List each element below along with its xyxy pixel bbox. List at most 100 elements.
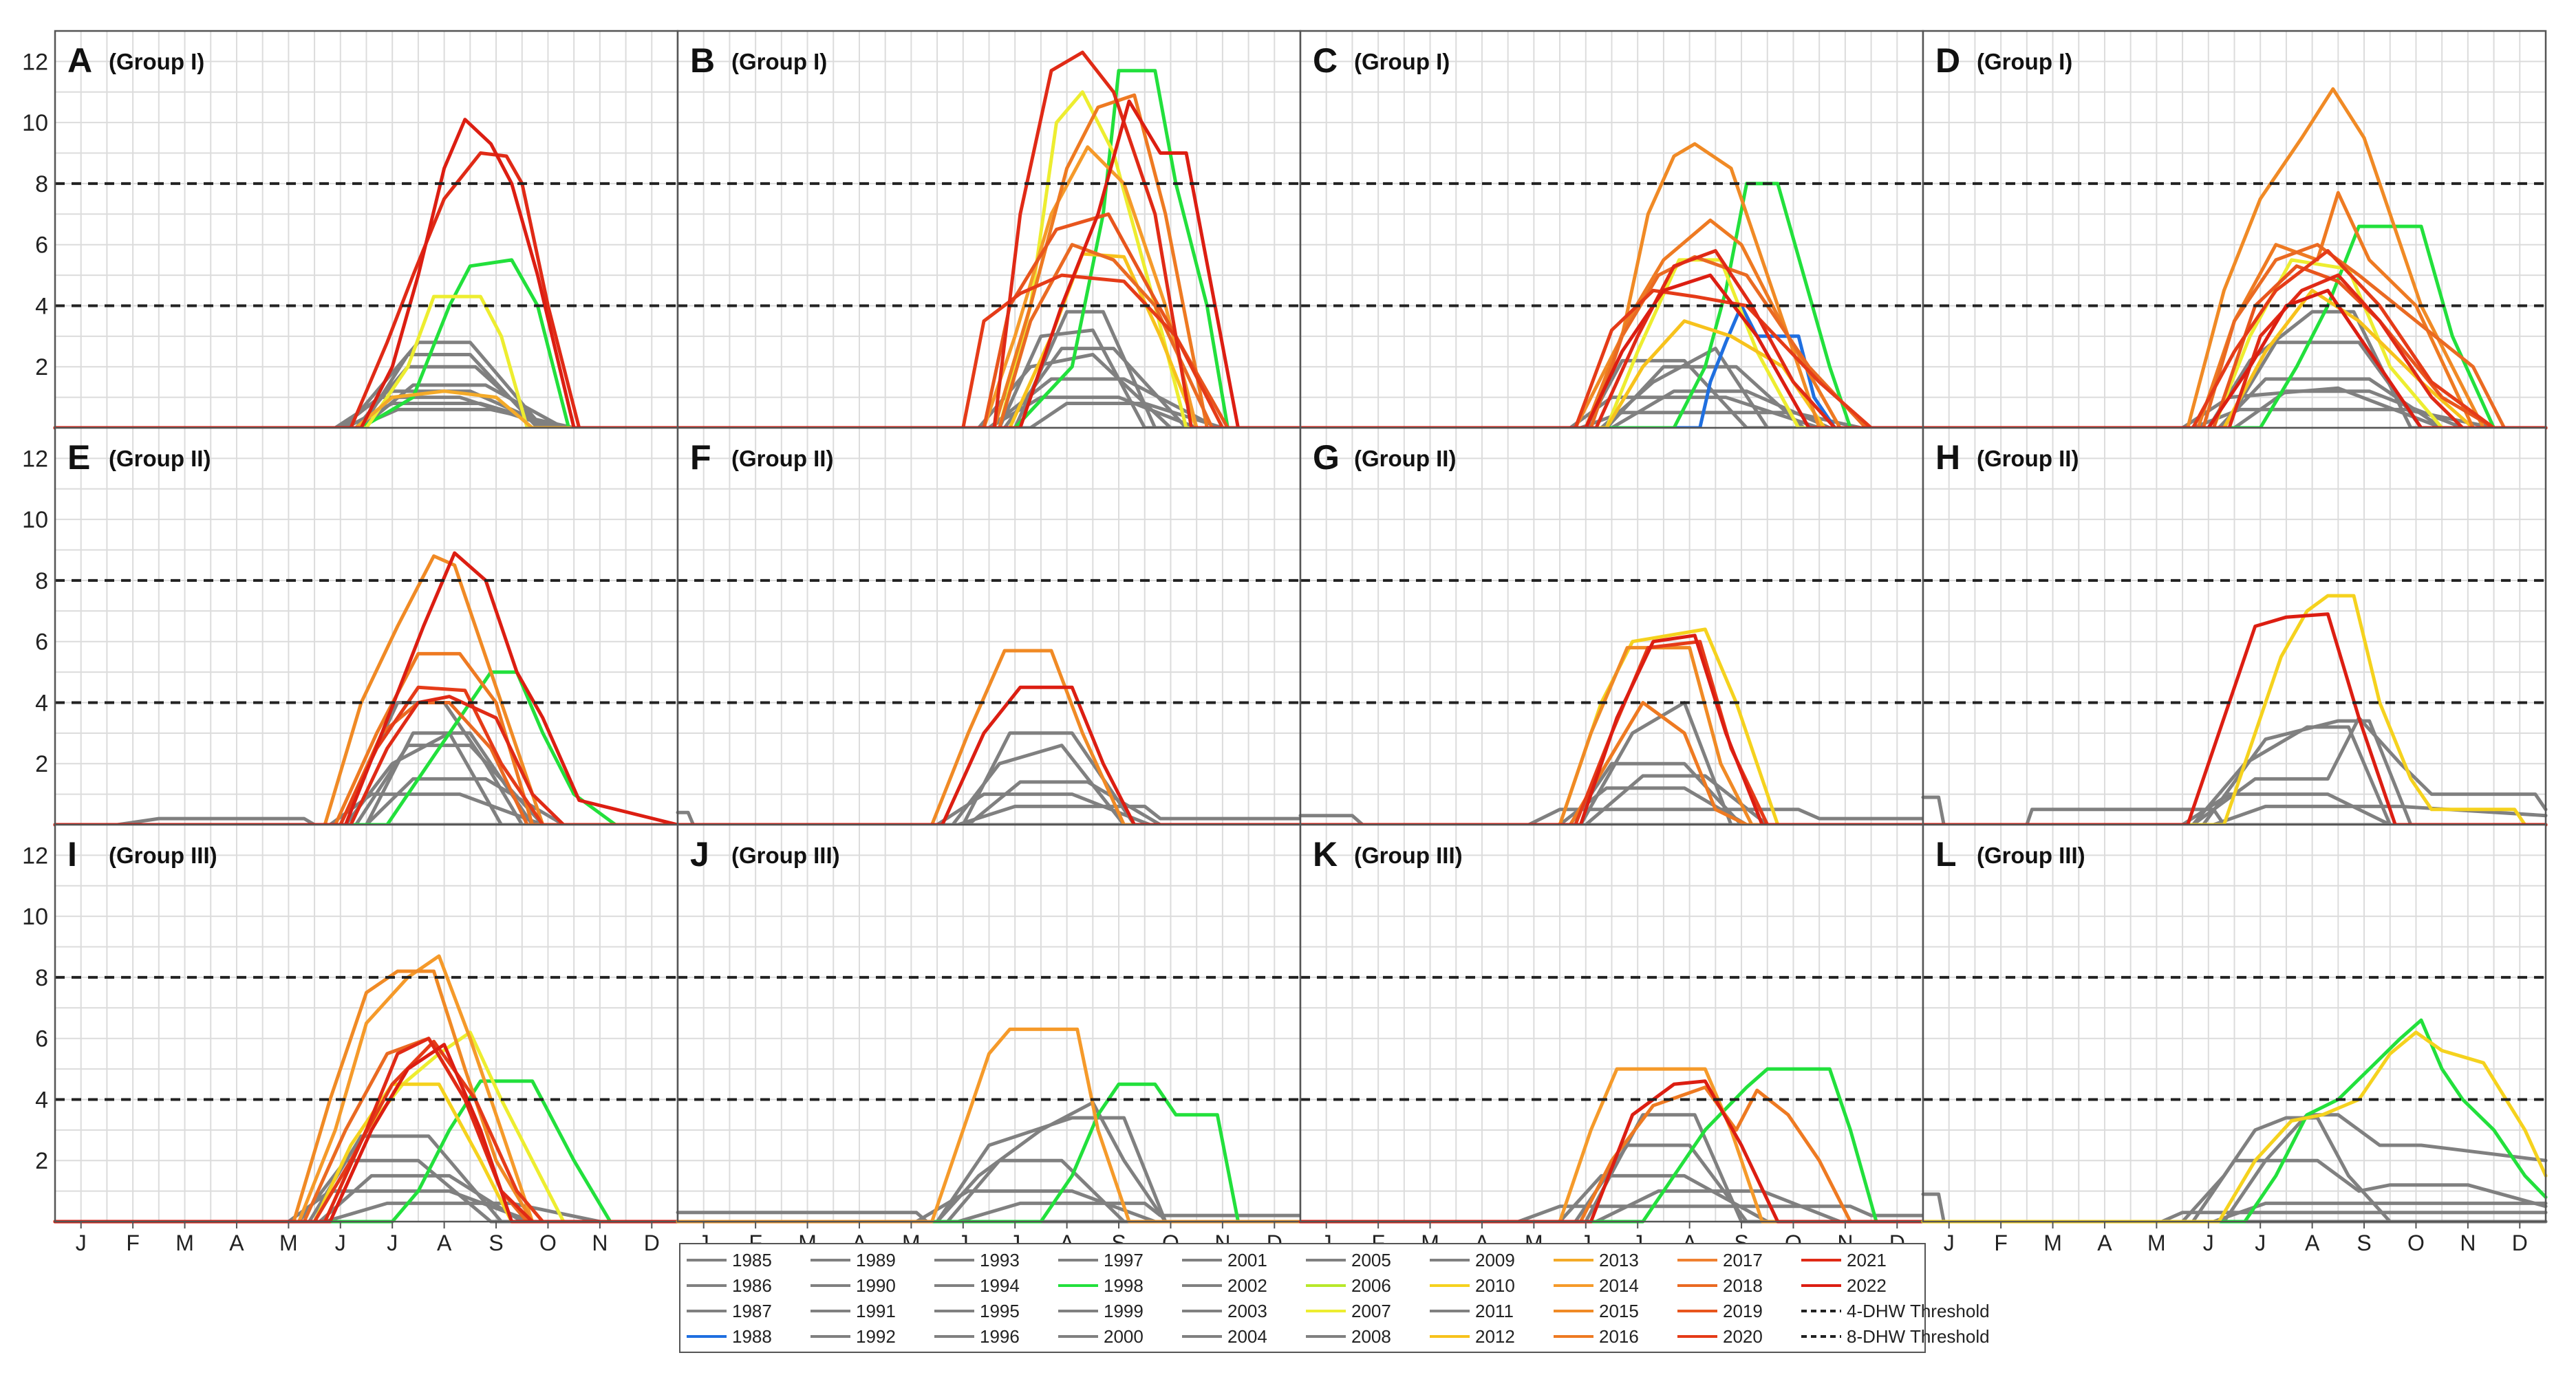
panel-letter: A <box>67 41 92 80</box>
series-line-2020 <box>1298 288 1925 430</box>
legend-label: 1987 <box>732 1301 772 1321</box>
legend-label: 2014 <box>1599 1275 1639 1296</box>
y-tick-label: 2 <box>35 354 48 380</box>
series-line-1999 <box>1921 1158 2548 1224</box>
panel-d: D (Group I) <box>1921 30 2548 430</box>
series-line-1998 <box>1921 1018 2548 1224</box>
series-line-1994 <box>1921 1116 2548 1224</box>
series-line-2020 <box>676 273 1302 430</box>
series-line-2022 <box>1298 273 1925 430</box>
series-line-2010 <box>1921 594 2548 827</box>
series-line-2018 <box>676 243 1302 430</box>
legend-label: 2004 <box>1227 1326 1267 1347</box>
legend: 1985 1986 1987 1988 1989 1990 1991 1992 1993 1994… <box>679 1243 1990 1353</box>
panel-f: F (Group II) <box>676 426 1302 827</box>
series-line-2022 <box>1298 1079 1925 1224</box>
y-tick-label: 4 <box>35 293 48 319</box>
panel-group-label: (Group III) <box>731 843 840 868</box>
legend-label: 2021 <box>1847 1250 1887 1270</box>
panel-letter: G <box>1313 438 1340 477</box>
legend-label: 1990 <box>856 1275 896 1296</box>
series-line-2020 <box>1921 249 2548 430</box>
y-tick-label: 10 <box>22 904 48 930</box>
panel-group-label: (Group II) <box>109 446 211 471</box>
y-tick-label: 4 <box>35 690 48 716</box>
y-tick-label: 12 <box>22 843 48 869</box>
series-line-1998 <box>676 1082 1302 1224</box>
panel-letter: D <box>1935 41 1960 80</box>
panel-group-label: (Group II) <box>1354 446 1456 471</box>
x-tick-label: M <box>175 1231 194 1255</box>
series-line-1998 <box>53 1079 680 1224</box>
series-line-2020 <box>53 685 680 827</box>
series-line-2012 <box>1921 288 2548 430</box>
y-tick-label: 6 <box>35 1026 48 1052</box>
legend-label: 1993 <box>980 1250 1020 1270</box>
legend-label: 2005 <box>1351 1250 1391 1270</box>
legend-label: 1988 <box>732 1326 772 1347</box>
legend-label: 2006 <box>1351 1275 1391 1296</box>
legend-label: 2012 <box>1475 1326 1515 1347</box>
x-tick-label: J <box>2203 1231 2214 1255</box>
series-line-2021 <box>53 695 680 827</box>
series-line-2021 <box>1921 273 2548 430</box>
series-line-2014 <box>676 145 1302 430</box>
legend-label: 1995 <box>980 1301 1020 1321</box>
series-line-2020 <box>1298 640 1925 827</box>
series-line-2015 <box>1921 87 2548 430</box>
panel-l: L (Group III) J F M A M J J A S O N D <box>1921 823 2548 1255</box>
panel-letter: K <box>1313 835 1338 874</box>
y-tick-label: 4 <box>35 1087 48 1113</box>
y-tick-label: 8 <box>35 568 48 594</box>
series-line-2016 <box>53 651 680 827</box>
series-line-2021 <box>676 50 1302 430</box>
series-line-2015 <box>1298 142 1925 430</box>
y-tick-label: 8 <box>35 171 48 197</box>
panel-letter: L <box>1935 835 1957 874</box>
series-line-2022 <box>53 1043 680 1224</box>
x-tick-label: O <box>539 1231 557 1255</box>
y-tick-label: 8 <box>35 965 48 991</box>
legend-label: 1994 <box>980 1275 1020 1296</box>
panel-group-label: (Group I) <box>109 49 204 74</box>
x-tick-label: A <box>2097 1231 2112 1255</box>
x-tick-label: N <box>2460 1231 2476 1255</box>
panel-group-label: (Group I) <box>1354 49 1450 74</box>
legend-label: 1996 <box>980 1326 1020 1347</box>
series-line-2022 <box>53 551 680 827</box>
series-line-2016 <box>1298 701 1925 827</box>
legend-label: 2000 <box>1104 1326 1144 1347</box>
series-line-2019 <box>1921 264 2548 430</box>
series-line-2019 <box>676 212 1302 430</box>
x-tick-label: S <box>2357 1231 2371 1255</box>
legend-label: 8-DHW Threshold <box>1847 1326 1990 1347</box>
panel-letter: B <box>690 41 715 80</box>
series-line-1998 <box>1921 224 2548 430</box>
x-tick-label: F <box>1994 1231 2008 1255</box>
series-line-2022 <box>676 99 1302 430</box>
series-line-2022 <box>1921 288 2548 430</box>
legend-label: 2007 <box>1351 1301 1391 1321</box>
series-line-2007 <box>53 294 680 430</box>
legend-label: 1986 <box>732 1275 772 1296</box>
legend-label: 1997 <box>1104 1250 1144 1270</box>
x-tick-label: N <box>592 1231 608 1255</box>
legend-label: 2001 <box>1227 1250 1267 1270</box>
panel-group-label: (Group I) <box>1977 49 2072 74</box>
x-tick-label: M <box>2147 1231 2166 1255</box>
y-tick-label: 10 <box>22 110 48 136</box>
series-line-2022 <box>1921 612 2548 827</box>
series-line-2015 <box>53 554 680 827</box>
panels-layer: A (Group I) 2 4 6 8 10 12 B (Group I) C (Group I) D (… <box>22 30 2548 1255</box>
x-tick-label: A <box>229 1231 244 1255</box>
panel-g: G (Group II) <box>1298 426 1925 827</box>
panel-h: H (Group II) <box>1921 426 2548 827</box>
series-line-2022 <box>676 685 1302 827</box>
series-line-2015 <box>676 649 1302 827</box>
series-line-2016 <box>1298 1085 1925 1224</box>
legend-label: 1992 <box>856 1326 896 1347</box>
legend-label: 2019 <box>1723 1301 1763 1321</box>
